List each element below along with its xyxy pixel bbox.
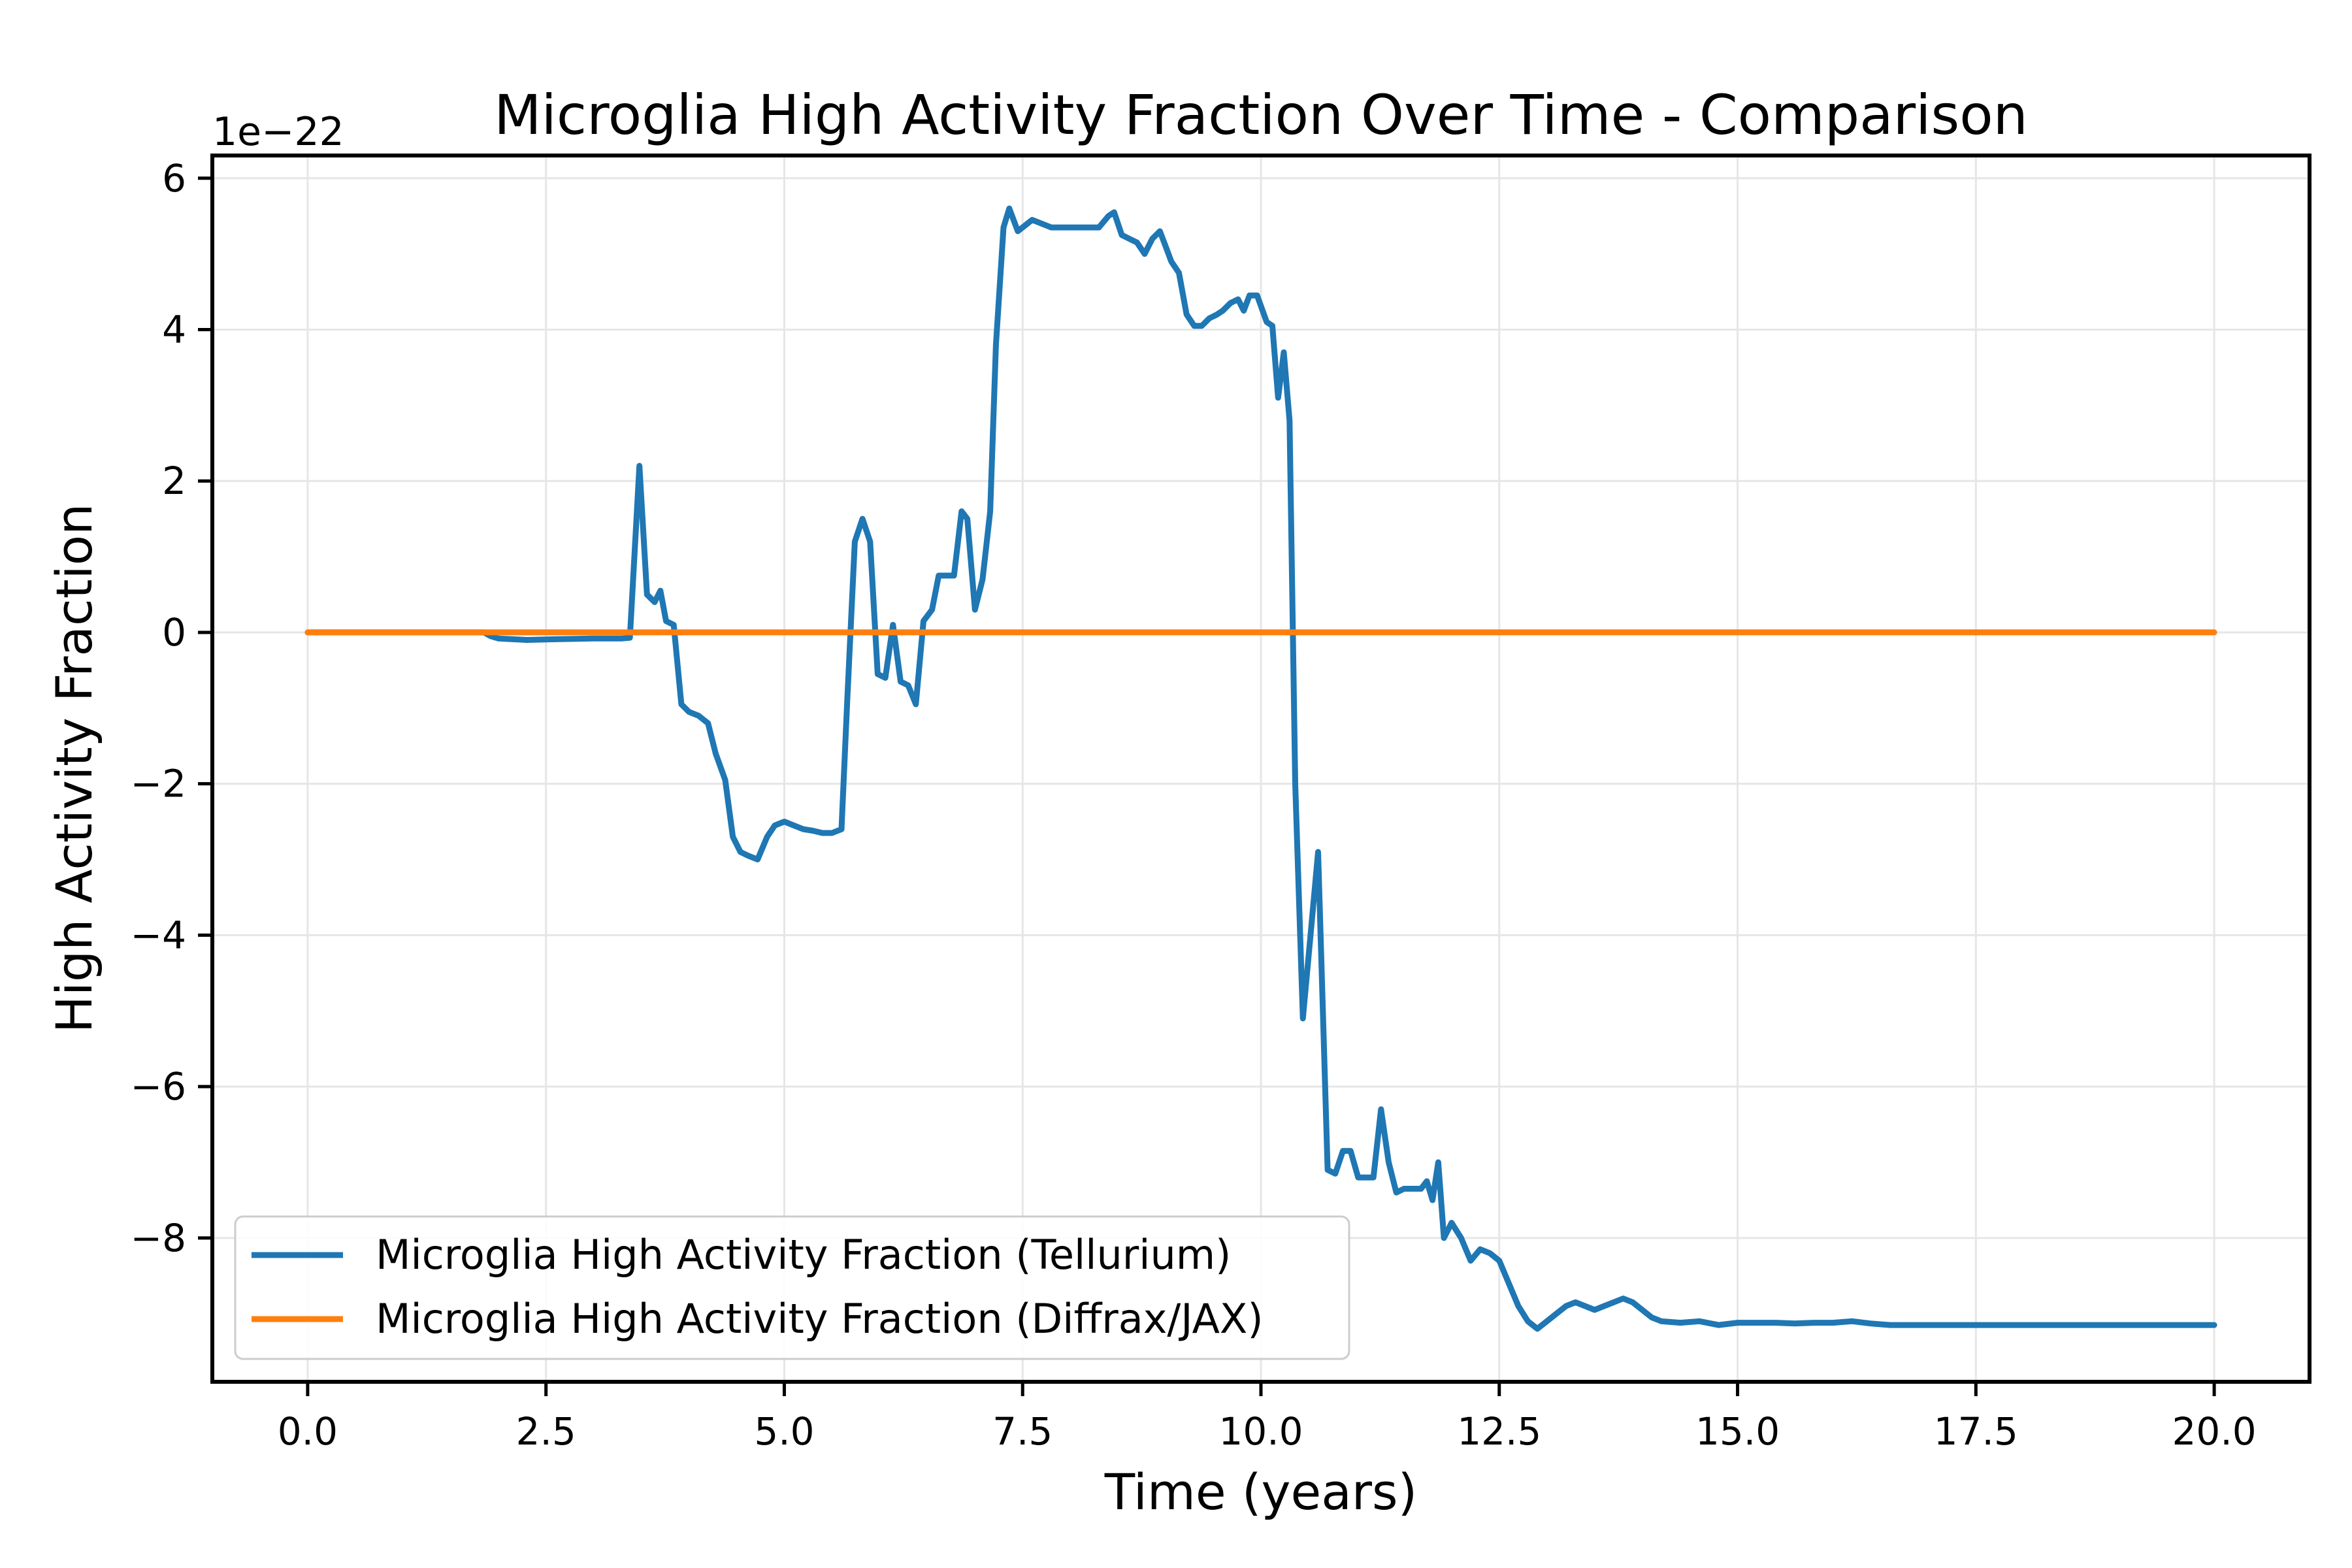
legend: Microglia High Activity Fraction (Tellur… <box>234 1215 1350 1360</box>
y-tick-label: −2 <box>131 762 187 806</box>
x-axis-label: Time (years) <box>1104 1463 1418 1521</box>
x-axis-ticks: 0.0 2.5 5.0 7.5 10.0 12.5 15.0 17.5 20.0 <box>278 1382 2257 1454</box>
y-tick-label: −8 <box>131 1216 187 1260</box>
legend-label-tellurium: Microglia High Activity Fraction (Tellur… <box>376 1231 1231 1279</box>
x-tick-label: 5.0 <box>754 1409 814 1454</box>
chart-title: Microglia High Activity Fraction Over Ti… <box>494 83 2028 147</box>
x-tick-label: 17.5 <box>1934 1409 2018 1454</box>
x-tick-label: 20.0 <box>2172 1409 2257 1454</box>
series-lines <box>304 205 2217 1332</box>
y-tick-label: −4 <box>131 913 187 957</box>
x-tick-label: 10.0 <box>1218 1409 1303 1454</box>
y-tick-label: 0 <box>162 610 186 655</box>
x-tick-label: 12.5 <box>1457 1409 1541 1454</box>
x-tick-label: 15.0 <box>1695 1409 1780 1454</box>
legend-label-diffrax: Microglia High Activity Fraction (Diffra… <box>376 1295 1264 1343</box>
y-tick-label: −6 <box>131 1064 187 1109</box>
y-tick-label: 6 <box>162 156 186 201</box>
y-offset-label: 1e−22 <box>212 109 344 155</box>
y-axis-label: High Activity Fraction <box>45 504 103 1034</box>
x-tick-label: 7.5 <box>992 1409 1053 1454</box>
y-axis-ticks: 6 4 2 0 −2 −4 −6 −8 <box>131 156 212 1260</box>
grid-lines <box>212 155 2310 1382</box>
x-tick-label: 0.0 <box>278 1409 338 1454</box>
legend-box <box>234 1215 1350 1360</box>
series-line-tellurium <box>304 205 2217 1332</box>
y-tick-label: 2 <box>162 459 186 503</box>
y-tick-label: 4 <box>162 307 186 351</box>
x-tick-label: 2.5 <box>516 1409 576 1454</box>
